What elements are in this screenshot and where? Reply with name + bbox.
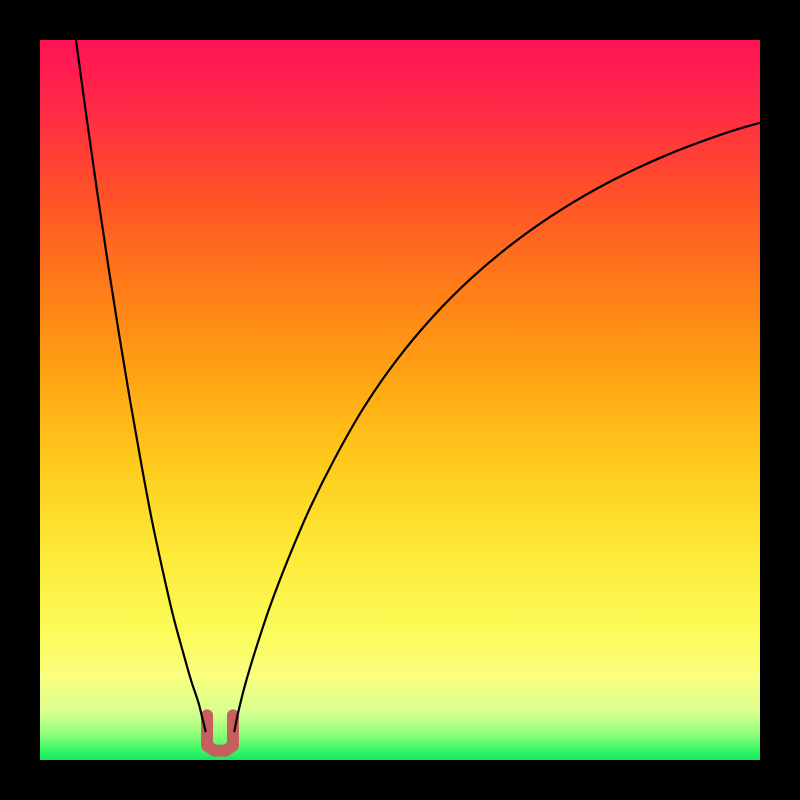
left-curve [76, 40, 206, 731]
right-curve [234, 123, 760, 731]
curves-layer [40, 40, 760, 760]
plot-area [40, 40, 760, 760]
bottleneck-marker [207, 715, 233, 750]
chart-stage: TheBottleneck.com [0, 0, 800, 800]
